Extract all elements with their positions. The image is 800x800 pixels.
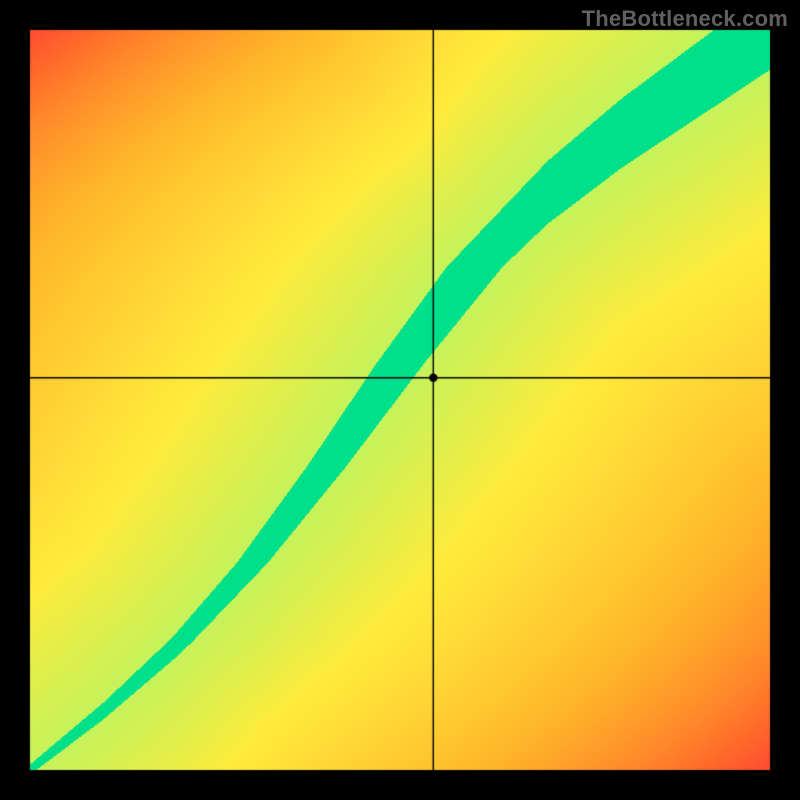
chart-container: TheBottleneck.com <box>0 0 800 800</box>
watermark-text: TheBottleneck.com <box>582 6 788 32</box>
bottleneck-heatmap-canvas <box>0 0 800 800</box>
